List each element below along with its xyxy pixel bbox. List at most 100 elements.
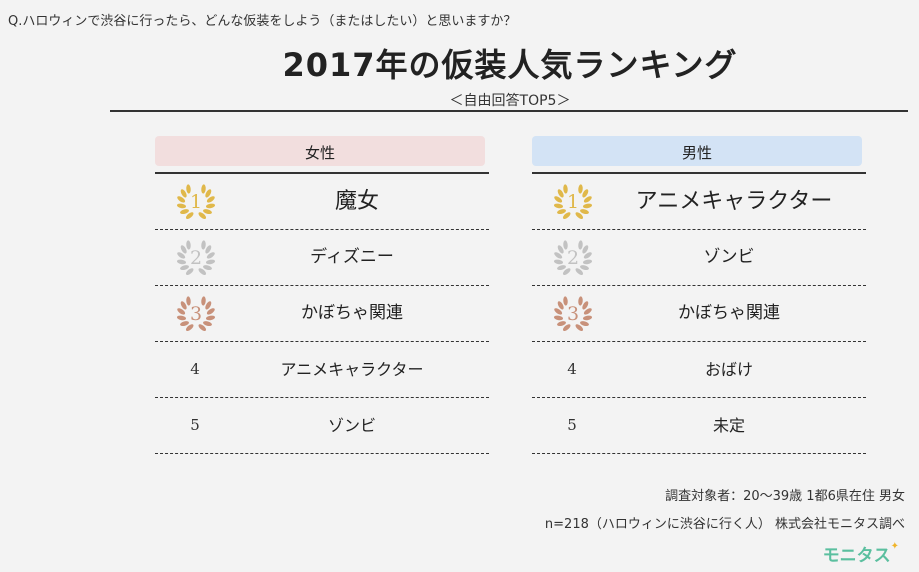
laurel-leaf [575, 324, 584, 332]
title-divider [110, 110, 908, 112]
laurel-leaf [563, 184, 568, 194]
laurel-leaf [580, 321, 589, 327]
laurel-leaf [206, 252, 215, 259]
laurel-wreath: 2 [553, 240, 593, 276]
laurel-leaf [578, 240, 583, 250]
survey-target-note: 調査対象者：20～39歳 1都6県在住 男女 [665, 489, 905, 504]
female-rank-3-item: かぼちゃ関連 [301, 303, 403, 323]
laurel-leaf [578, 296, 583, 306]
laurel-leaf [575, 212, 584, 220]
laurel-leaf [557, 245, 564, 254]
male-header-divider [532, 172, 866, 174]
medal-rank-number: 3 [190, 303, 202, 325]
laurel-leaf [185, 324, 194, 332]
laurel-leaf [205, 189, 212, 198]
page-subtitle: ＜自由回答TOP5＞ [449, 93, 571, 109]
female-ranking-panel: 女性 1 魔女 2 ディズニー 3 かぼちゃ関連 4 アニメキャラクター 5 ゾ… [155, 136, 489, 454]
male-rank-row-5: 5 未定 [532, 398, 866, 454]
laurel-leaf [185, 268, 194, 276]
laurel-leaf [201, 240, 206, 250]
laurel-leaf [180, 209, 189, 215]
bronze-medal-icon: 3 [552, 293, 594, 333]
female-rank-5-number: 5 [190, 416, 200, 434]
laurel-leaf [180, 245, 187, 254]
laurel-leaf [186, 296, 191, 306]
male-rank-5-number: 5 [567, 416, 577, 434]
female-rank-row-3: 3 かぼちゃ関連 [155, 286, 489, 342]
laurel-leaf [205, 315, 216, 321]
laurel-leaf [180, 189, 187, 198]
laurel-leaf [553, 315, 564, 321]
laurel-leaf [177, 308, 186, 315]
male-rank-row-2: 2 ゾンビ [532, 230, 866, 286]
laurel-leaf [582, 203, 593, 209]
laurel-leaf [201, 184, 206, 194]
laurel-leaf [557, 321, 566, 327]
laurel-leaf [578, 184, 583, 194]
male-rank-1-item: アニメキャラクター [635, 189, 833, 214]
laurel-leaf [582, 315, 593, 321]
laurel-leaf [205, 301, 212, 310]
female-rank-row-1: 1 魔女 [155, 174, 489, 230]
male-rank-row-3: 3 かぼちゃ関連 [532, 286, 866, 342]
laurel-leaf [203, 265, 212, 271]
laurel-leaf [583, 308, 592, 315]
laurel-leaf [557, 209, 566, 215]
female-rank-5-item: ゾンビ [327, 416, 376, 435]
female-rank-row-4: 4 アニメキャラクター [155, 342, 489, 398]
laurel-wreath: 3 [553, 296, 593, 332]
laurel-leaf [582, 245, 589, 254]
laurel-leaf [580, 265, 589, 271]
laurel-leaf [582, 301, 589, 310]
female-rank-row-2: 2 ディズニー [155, 230, 489, 286]
laurel-leaf [205, 203, 216, 209]
male-header: 男性 [532, 136, 862, 166]
survey-question: Q.ハロウィンで渋谷に行ったら、どんな仮装をしよう（またはしたい）と思いますか？ [8, 14, 517, 29]
female-rank-1-item: 魔女 [334, 189, 379, 214]
laurel-leaf [583, 196, 592, 203]
laurel-leaf [198, 268, 207, 276]
laurel-leaf [563, 296, 568, 306]
laurel-leaf [198, 212, 207, 220]
laurel-leaf [554, 308, 563, 315]
page-title: 2017年の仮装人気ランキング [282, 46, 738, 84]
laurel-wreath: 3 [176, 296, 216, 332]
laurel-leaf [176, 315, 187, 321]
laurel-leaf [575, 268, 584, 276]
laurel-leaf [562, 268, 571, 276]
male-rank-5-item: 未定 [712, 416, 745, 435]
silver-medal-icon: 2 [175, 237, 217, 277]
laurel-leaf [583, 252, 592, 259]
laurel-leaf [206, 196, 215, 203]
laurel-leaf [563, 240, 568, 250]
laurel-leaf [557, 189, 564, 198]
sample-source-note: n=218（ハロウィンに渋谷に行く人） 株式会社モニタス調べ [544, 517, 905, 532]
logo-text: モニタス [822, 546, 891, 566]
female-header: 女性 [155, 136, 485, 166]
bronze-medal-icon: 3 [175, 293, 217, 333]
laurel-leaf [562, 212, 571, 220]
laurel-leaf [177, 252, 186, 259]
laurel-leaf [582, 259, 593, 265]
laurel-leaf [554, 252, 563, 259]
laurel-leaf [186, 240, 191, 250]
male-rank-row-4: 4 おばけ [532, 342, 866, 398]
medal-rank-number: 3 [567, 303, 579, 325]
male-rank-2-item: ゾンビ [703, 247, 755, 267]
laurel-leaf [186, 184, 191, 194]
laurel-leaf [580, 209, 589, 215]
gold-medal-icon: 1 [175, 181, 217, 221]
female-rank-2-item: ディズニー [310, 247, 394, 267]
medal-rank-number: 2 [190, 247, 202, 269]
laurel-leaf [557, 265, 566, 271]
medal-rank-number: 2 [567, 247, 579, 269]
laurel-leaf [176, 259, 187, 265]
female-rank-row-5: 5 ゾンビ [155, 398, 489, 454]
female-rank-4-number: 4 [190, 360, 200, 378]
laurel-leaf [180, 265, 189, 271]
silver-medal-icon: 2 [552, 237, 594, 277]
laurel-leaf [176, 203, 187, 209]
logo-star-icon: ✦ [890, 541, 899, 552]
laurel-leaf [203, 209, 212, 215]
gold-medal-icon: 1 [552, 181, 594, 221]
